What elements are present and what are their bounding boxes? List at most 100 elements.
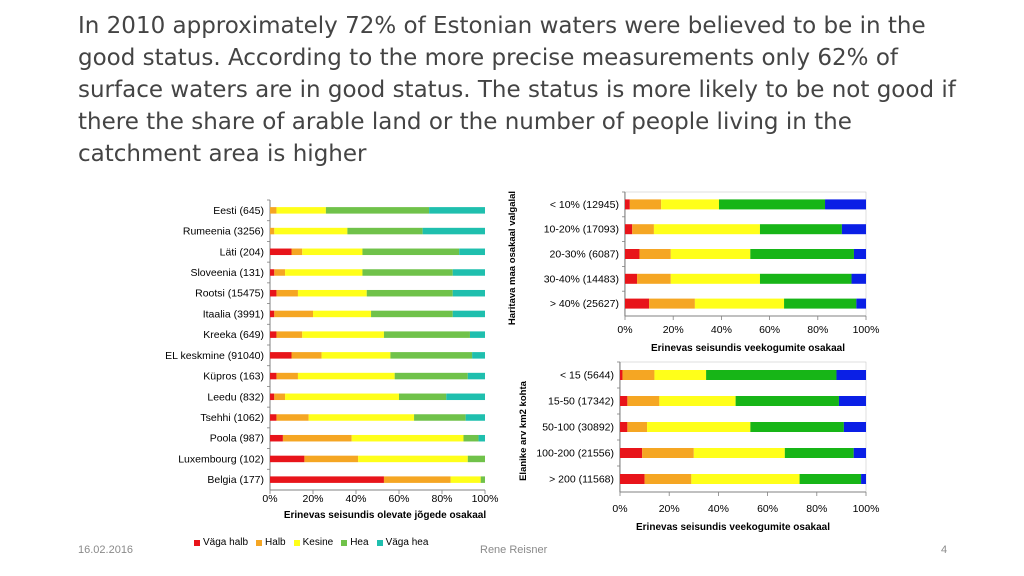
bar-segment <box>718 199 826 210</box>
bar-segment <box>362 248 460 256</box>
bar-segment <box>784 298 857 309</box>
category-label: Itaalia (3991) <box>203 308 264 320</box>
bar-segment <box>297 289 367 297</box>
bar-segment <box>325 207 430 214</box>
category-label: Läti (204) <box>220 246 264 258</box>
bar-segment <box>371 310 453 318</box>
category-label: Rootsi (15475) <box>195 288 264 300</box>
bar-segment <box>750 422 844 432</box>
bar-segment <box>620 474 645 484</box>
x-tick-label: 40% <box>708 503 729 515</box>
x-tick-label: 20% <box>659 503 680 515</box>
x-axis-title-0: Erinevas seisundis olevate jõgede osakaa… <box>284 510 487 521</box>
legend-item: Kesine <box>293 537 334 548</box>
bar-segment <box>659 396 736 406</box>
bar-segment <box>735 396 839 406</box>
bar-segment <box>825 199 866 210</box>
bar-segment <box>625 249 640 259</box>
bar-segment <box>853 448 866 458</box>
bar-segment <box>362 269 453 276</box>
bar-segment <box>285 393 399 401</box>
y-axis-title-1: Haritava maa osakaal valgalal <box>507 191 518 325</box>
legend-item: Hea <box>341 537 369 548</box>
category-label: Luxembourg (102) <box>178 453 264 465</box>
bar-segment <box>285 269 363 276</box>
category-label: Belgia (177) <box>207 474 264 486</box>
legend-label: Halb <box>265 537 286 548</box>
bar-segment <box>851 273 866 284</box>
bar-segment <box>291 352 322 359</box>
x-axis-title-2: Erinevas seisundis veekogumite osakaal <box>636 522 830 533</box>
bar-segment <box>270 476 384 483</box>
bar-segment <box>452 269 485 276</box>
bar-segment <box>270 227 275 235</box>
bar-segment <box>649 298 695 309</box>
legend-label: Väga halb <box>203 537 249 548</box>
bar-segment <box>856 298 866 309</box>
bar-segment <box>843 422 866 432</box>
x-tick-label: 80% <box>807 324 828 336</box>
bar-segment <box>853 249 866 259</box>
category-label: Poola (987) <box>210 433 264 445</box>
bar-segment <box>297 372 395 380</box>
bar-segment <box>274 269 286 276</box>
x-tick-label: 60% <box>388 493 409 505</box>
bar-segment <box>274 227 348 235</box>
x-tick-label: 20% <box>302 493 323 505</box>
category-label: Rumeenia (3256) <box>183 226 264 238</box>
bar-segment <box>291 248 303 256</box>
chart-legend: Väga halb Halb Kesine Hea Väga hea <box>194 537 428 548</box>
bar-segment <box>841 224 866 235</box>
bar-segment <box>270 207 277 214</box>
bar-segment <box>276 414 309 421</box>
x-tick-label: 80% <box>431 493 452 505</box>
category-label: EL keskmine (91040) <box>165 350 264 362</box>
bar-segment <box>637 273 671 284</box>
bar-segment <box>276 372 298 380</box>
bar-segment <box>270 310 275 318</box>
bar-segment <box>302 331 384 338</box>
bar-segment <box>693 448 785 458</box>
bar-segment <box>304 455 359 463</box>
x-tick-label: 60% <box>759 324 780 336</box>
bar-segment <box>270 372 277 380</box>
slide-title: In 2010 approximately 72% of Estonian wa… <box>78 13 956 167</box>
category-label: Eesti (645) <box>213 205 264 217</box>
bar-segment <box>282 434 352 442</box>
category-label: 20-30% (6087) <box>550 249 619 261</box>
x-tick-label: 0% <box>612 503 627 515</box>
x-tick-label: 100% <box>853 503 880 515</box>
bar-segment <box>661 199 719 210</box>
bar-segment <box>469 331 485 338</box>
legend-item: Väga hea <box>376 537 428 548</box>
bar-segment <box>274 393 286 401</box>
category-label: 10-20% (17093) <box>544 224 619 236</box>
bar-segment <box>270 434 283 442</box>
bar-segment <box>465 414 485 421</box>
bar-segment <box>644 474 692 484</box>
category-label: Küpros (163) <box>203 371 264 383</box>
bar-segment <box>627 422 648 432</box>
page-number: 4 <box>941 544 948 556</box>
legend-swatch <box>256 539 263 546</box>
legend-item: Halb <box>256 537 286 548</box>
bar-segment <box>366 289 453 297</box>
legend-swatch <box>194 539 200 546</box>
bar-segment <box>632 224 654 235</box>
legend-label: Kesine <box>302 537 334 548</box>
bar-segment <box>627 396 660 406</box>
bar-segment <box>463 434 479 442</box>
x-tick-label: 60% <box>757 503 778 515</box>
legend-swatch <box>341 539 348 546</box>
bar-segment <box>452 289 485 297</box>
legend-swatch <box>376 539 383 546</box>
bar-segment <box>694 298 785 309</box>
bar-segment <box>467 372 485 380</box>
bar-segment <box>446 393 485 401</box>
bar-segment <box>351 434 464 442</box>
bar-segment <box>750 249 854 259</box>
bar-segment <box>467 455 485 463</box>
bar-segment <box>625 224 633 235</box>
bar-segment <box>625 298 650 309</box>
bar-segment <box>313 310 372 318</box>
